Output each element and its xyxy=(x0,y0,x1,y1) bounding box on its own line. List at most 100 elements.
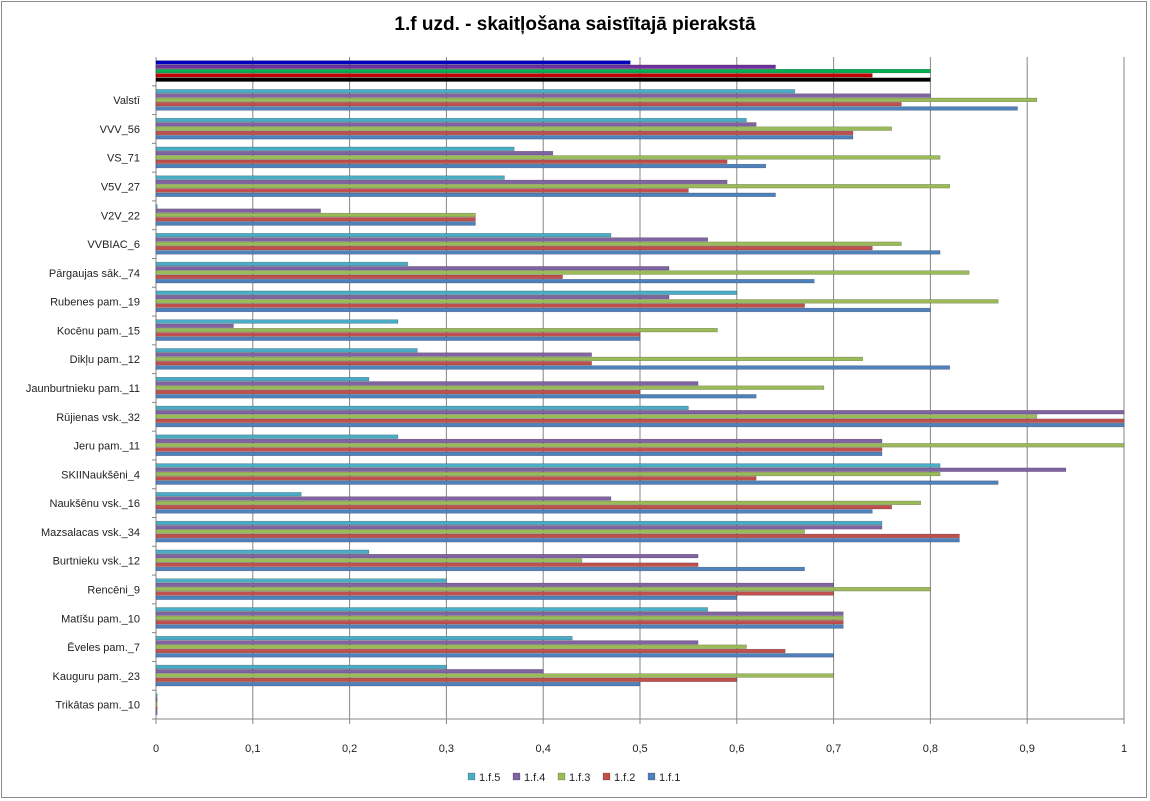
bar xyxy=(155,377,370,382)
category-label: Jaunburtnieku pam._11 xyxy=(26,383,140,395)
bar xyxy=(155,554,699,559)
bar xyxy=(155,434,399,439)
category-label: Kauguru pam._23 xyxy=(53,671,140,683)
legend-label: 1.f.4 xyxy=(524,772,545,784)
legend-swatch xyxy=(602,772,611,781)
x-tick-label: 0,1 xyxy=(245,743,260,755)
x-tick-label: 1 xyxy=(1121,743,1127,755)
bar xyxy=(155,640,699,645)
bar xyxy=(155,653,834,658)
x-tick-label: 0 xyxy=(153,743,159,755)
bar xyxy=(155,365,951,370)
category-label: Ēveles pam._7 xyxy=(67,642,140,654)
bar xyxy=(155,451,883,456)
category-label: VVV_56 xyxy=(100,124,140,136)
bar xyxy=(155,405,689,410)
bar xyxy=(155,562,699,567)
bar xyxy=(155,538,960,543)
bar xyxy=(155,151,554,156)
bar xyxy=(155,644,747,649)
bar xyxy=(155,410,1125,415)
bar xyxy=(155,533,960,539)
category-label: V5V_27 xyxy=(101,182,140,194)
bar xyxy=(155,60,631,65)
bar xyxy=(155,496,612,501)
bar xyxy=(155,591,834,596)
bar xyxy=(155,558,583,563)
chart-title: 1.f uzd. - skaitļošana saistītajā pierak… xyxy=(394,14,756,35)
bar xyxy=(155,385,825,390)
bar xyxy=(155,155,941,160)
category-label: Trikātas pam._10 xyxy=(55,700,140,712)
bar xyxy=(155,620,844,625)
bar xyxy=(155,443,1125,448)
category-label: Rubenes pam._19 xyxy=(50,297,140,309)
bar xyxy=(155,356,863,362)
x-tick-label: 0,5 xyxy=(632,743,647,755)
bar xyxy=(155,212,476,218)
bar xyxy=(155,319,399,324)
bar xyxy=(155,422,1125,428)
legend-swatch xyxy=(467,772,476,781)
bar xyxy=(155,500,921,505)
bar xyxy=(155,492,302,497)
bar xyxy=(155,467,1067,472)
bar xyxy=(155,525,883,530)
bar xyxy=(155,117,747,123)
bar xyxy=(155,106,1018,111)
bar xyxy=(155,578,447,583)
bar xyxy=(155,77,931,82)
bar xyxy=(155,697,158,703)
bar xyxy=(155,566,805,572)
bar xyxy=(155,233,612,238)
legend-label: 1.f.1 xyxy=(659,772,680,784)
bar xyxy=(155,677,738,682)
bar xyxy=(155,595,738,600)
bar xyxy=(155,126,892,131)
bar xyxy=(155,624,844,629)
bar xyxy=(155,146,515,151)
bar xyxy=(155,587,931,592)
bar xyxy=(155,476,757,481)
x-tick-label: 0,8 xyxy=(923,743,938,755)
bar xyxy=(155,122,757,127)
bar xyxy=(155,221,476,226)
bar xyxy=(155,217,476,222)
legend-swatch xyxy=(647,772,656,781)
bar xyxy=(155,669,544,674)
bar xyxy=(155,208,321,213)
bar xyxy=(155,648,786,654)
bar xyxy=(155,348,418,353)
bar xyxy=(155,175,505,180)
bar xyxy=(155,274,563,279)
bar xyxy=(155,463,941,468)
category-label: Rencēni_9 xyxy=(87,584,140,596)
bar xyxy=(155,607,709,612)
bar xyxy=(155,130,854,136)
category-label: V2V_22 xyxy=(101,210,140,222)
bar xyxy=(155,245,873,251)
bar xyxy=(155,389,641,395)
bar xyxy=(155,290,738,295)
bar xyxy=(155,102,902,107)
bar xyxy=(155,549,370,554)
bar xyxy=(155,394,757,399)
bar xyxy=(155,270,970,275)
bar xyxy=(155,237,709,242)
bar xyxy=(155,693,158,698)
bar xyxy=(155,89,796,94)
bar xyxy=(155,188,689,193)
bar xyxy=(155,361,592,366)
bar xyxy=(155,480,999,485)
bar xyxy=(155,192,776,197)
bar xyxy=(155,328,718,333)
bar xyxy=(155,615,844,621)
bar xyxy=(155,611,844,616)
bar xyxy=(155,163,767,169)
category-label: Mazsalacas vsk._34 xyxy=(41,527,140,539)
bar xyxy=(155,582,834,587)
bar xyxy=(155,438,883,444)
bar xyxy=(155,505,892,510)
bar xyxy=(155,241,902,246)
bar xyxy=(155,64,776,69)
